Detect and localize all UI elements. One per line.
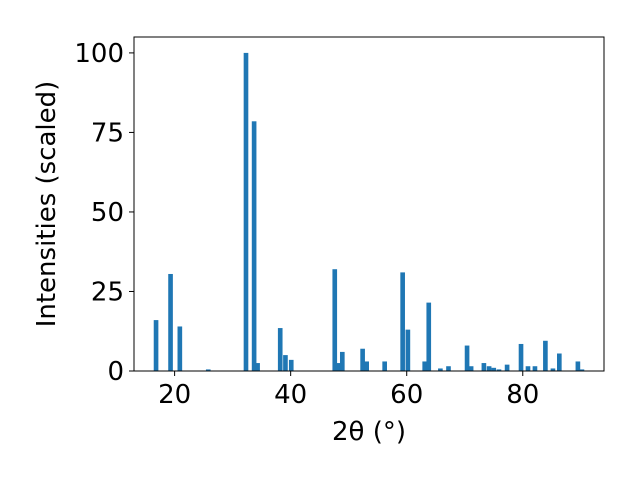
bar	[481, 363, 487, 371]
bars-group	[153, 52, 585, 372]
bar	[288, 359, 294, 371]
bar	[525, 366, 531, 371]
bar	[422, 361, 428, 371]
y-tick-label: 75	[91, 118, 124, 148]
bar	[543, 340, 548, 371]
y-tick-label: 0	[107, 357, 124, 387]
bar	[243, 52, 249, 372]
bar	[168, 273, 173, 371]
bar	[468, 366, 474, 371]
bar	[486, 366, 492, 371]
bar	[332, 269, 338, 371]
bar	[464, 345, 470, 371]
bar	[205, 369, 211, 371]
x-tick-label: 80	[506, 380, 539, 410]
y-axis-label: Intensities (scaled)	[32, 81, 62, 328]
bar	[496, 369, 502, 371]
bar	[251, 121, 257, 371]
bar	[557, 353, 562, 371]
y-axis-ticks: 0 25 50 75 100	[74, 39, 134, 387]
bar	[335, 363, 341, 371]
bar	[550, 368, 556, 371]
x-tick-label: 60	[390, 380, 423, 410]
bar	[360, 348, 365, 371]
bar	[400, 272, 405, 371]
bar	[446, 366, 451, 371]
bar	[283, 355, 288, 371]
bar	[426, 302, 432, 371]
bar	[405, 329, 411, 371]
bar	[177, 326, 183, 371]
bar	[382, 361, 387, 371]
x-tick-label: 20	[158, 380, 191, 410]
bar	[339, 351, 345, 371]
x-axis-ticks: 20 40 60 80	[158, 371, 539, 410]
bar	[504, 364, 510, 371]
x-axis-label: 2θ (°)	[332, 417, 406, 447]
y-tick-label: 25	[91, 277, 124, 307]
bar	[532, 366, 538, 371]
bar	[364, 361, 369, 371]
bar	[438, 368, 443, 371]
bar	[277, 328, 283, 371]
bar	[579, 369, 585, 371]
bar	[518, 343, 524, 371]
plot-frame	[133, 36, 605, 372]
bar	[255, 363, 260, 371]
x-tick-label: 40	[274, 380, 307, 410]
y-tick-label: 100	[74, 39, 124, 69]
bar	[153, 320, 159, 371]
bar	[575, 361, 581, 371]
y-tick-label: 50	[91, 198, 124, 228]
bar	[491, 367, 497, 371]
